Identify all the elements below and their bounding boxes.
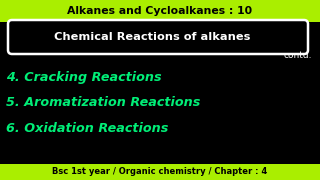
Bar [0,164,320,180]
Text: Chemical Reactions of alkanes: Chemical Reactions of alkanes [54,32,250,42]
FancyBboxPatch shape [8,20,308,54]
Text: 5. Aromatization Reactions: 5. Aromatization Reactions [6,96,200,109]
Text: contd.: contd. [284,51,312,60]
Text: 4. Cracking Reactions: 4. Cracking Reactions [6,71,162,84]
Bar [0,0,320,22]
Text: 6. Oxidation Reactions: 6. Oxidation Reactions [6,122,168,134]
Text: Bsc 1st year / Organic chemistry / Chapter : 4: Bsc 1st year / Organic chemistry / Chapt… [52,168,268,177]
Text: Alkanes and Cycloalkanes : 10: Alkanes and Cycloalkanes : 10 [68,6,252,16]
